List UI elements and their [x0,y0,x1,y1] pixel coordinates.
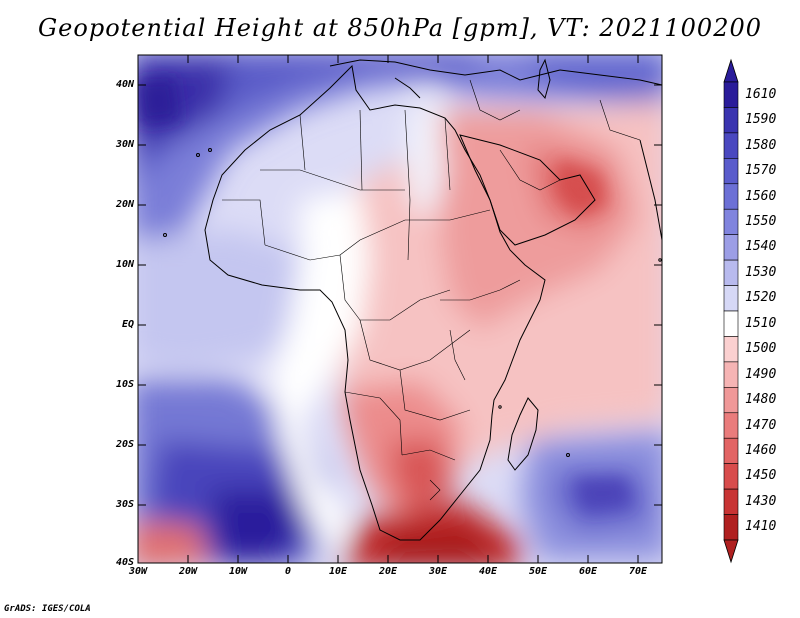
colorbar-label: 1520 [745,290,777,306]
colorbar-top-arrow [723,58,739,83]
coastline-layer [163,58,663,541]
lon-label-20w: 20W [178,566,198,577]
map-frame [137,54,663,564]
colorbar-swatch [723,234,739,261]
colorbar-label: 1590 [745,112,777,128]
colorbar-label: 1480 [745,392,777,408]
axis-ticks [138,55,662,563]
credit-text: GrADS: IGES/COLA [4,604,91,614]
lon-label-40e: 40E [478,566,498,577]
colorbar-label: 1510 [745,315,777,331]
colorbar-label: 1610 [745,86,777,102]
colorbar-swatch [723,158,739,185]
height-field [138,55,662,563]
colorbar-label: 1570 [745,163,777,179]
map-title: Geopotential Height at 850hPa [gpm], VT:… [38,14,762,42]
colorbar-label: 1530 [745,264,777,280]
colorbar-swatch [723,183,739,210]
lon-label-30w: 30W [128,566,148,577]
lat-label-20s: 20S [115,439,134,450]
colorbar-label: 1490 [745,366,777,382]
colorbar-swatch [723,310,739,337]
lat-label-eq: EQ [121,319,134,330]
colorbar-swatch [723,488,739,515]
lon-label-60e: 60E [578,566,598,577]
colorbar-label: 1500 [745,341,777,357]
colorbar-label: 1540 [745,239,777,255]
lon-label-30e: 30E [428,566,448,577]
colorbar-label: 1430 [745,493,777,509]
colorbar-swatch [723,361,739,388]
lon-label-70e: 70E [628,566,648,577]
lon-label-10e: 10E [328,566,348,577]
lat-label-40n: 40N [115,79,134,90]
border-layer [222,79,641,501]
colorbar-label: 1460 [745,442,777,458]
colorbar-swatch [723,336,739,363]
lon-label-50e: 50E [528,566,548,577]
colorbar-swatch [723,514,739,541]
lat-label-30s: 30S [115,499,134,510]
colorbar [723,58,739,564]
lat-label-10s: 10S [115,379,134,390]
colorbar-swatch [723,81,739,108]
colorbar-swatch [723,412,739,439]
lat-label-40s: 40S [115,557,134,568]
colorbar-label: 1410 [745,519,777,535]
colorbar-bottom-arrow [723,539,739,564]
lat-label-20n: 20N [115,199,134,210]
colorbar-label: 1580 [745,137,777,153]
colorbar-swatch [723,132,739,159]
colorbar-swatch [723,107,739,134]
colorbar-swatch [723,463,739,490]
lon-label-10w: 10W [228,566,248,577]
colorbar-swatch [723,437,739,464]
lat-label-10n: 10N [115,259,134,270]
lon-label-20e: 20E [378,566,398,577]
colorbar-label: 1560 [745,188,777,204]
lon-label-0: 0 [284,566,292,577]
colorbar-swatch [723,387,739,414]
colorbar-label: 1470 [745,417,777,433]
colorbar-swatch [723,208,739,235]
colorbar-swatch [723,259,739,286]
colorbar-label: 1450 [745,468,777,484]
colorbar-label: 1550 [745,213,777,229]
lat-label-30n: 30N [115,139,134,150]
colorbar-swatch [723,285,739,312]
